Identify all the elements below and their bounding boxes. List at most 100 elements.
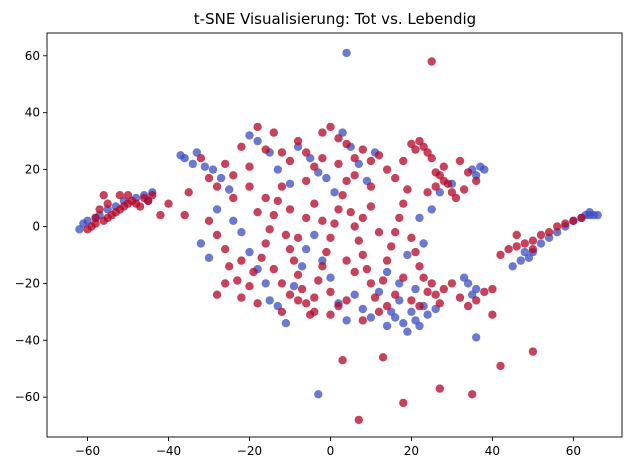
scatter-point: [423, 310, 432, 319]
scatter-point: [221, 159, 230, 169]
y-tick-label: −40: [15, 333, 40, 347]
scatter-point: [553, 222, 562, 231]
scatter-point: [330, 188, 339, 197]
scatter-point: [512, 230, 521, 240]
scatter-point: [411, 247, 420, 257]
scatter-point: [212, 230, 222, 240]
scatter-point: [293, 136, 303, 146]
scatter-point: [544, 228, 554, 237]
scatter-point: [528, 347, 538, 356]
scatter-point: [233, 276, 242, 285]
scatter-point: [297, 262, 307, 271]
scatter-point: [407, 307, 416, 316]
x-tick-label: 0: [327, 444, 335, 458]
scatter-point: [354, 415, 363, 425]
scatter-point: [257, 253, 266, 262]
scatter-point: [293, 233, 303, 242]
scatter-point: [302, 245, 311, 254]
scatter-point: [245, 182, 254, 191]
scatter-point: [399, 156, 408, 166]
scatter-point: [455, 293, 465, 302]
scatter-point: [399, 398, 408, 408]
scatter-point: [326, 273, 335, 282]
scatter-point: [435, 384, 444, 393]
scatter-point: [407, 233, 416, 242]
scatter-point: [342, 139, 351, 149]
scatter-point: [273, 196, 282, 206]
scatter-point: [472, 333, 481, 342]
scatter-point: [342, 256, 351, 265]
scatter-point: [358, 250, 367, 260]
scatter-point: [297, 284, 307, 294]
x-tick-label: −60: [75, 444, 100, 458]
scatter-point: [423, 188, 432, 197]
scatter-point: [382, 267, 392, 277]
scatter-point: [289, 282, 299, 291]
scatter-point: [318, 262, 327, 271]
scatter-point: [382, 321, 392, 331]
scatter-point: [318, 154, 327, 163]
scatter-point: [435, 299, 444, 308]
scatter-point: [472, 176, 481, 186]
scatter-point: [415, 262, 424, 271]
scatter-point: [285, 290, 295, 299]
scatter-point: [245, 162, 254, 171]
scatter-point: [293, 270, 303, 279]
scatter-point: [387, 242, 396, 251]
scatter-point: [415, 321, 424, 331]
scatter-point: [289, 256, 299, 265]
scatter-point: [455, 156, 465, 166]
scatter-point: [326, 287, 335, 297]
scatter-point: [265, 296, 274, 305]
scatter-point: [204, 173, 214, 183]
y-tick-label: 60: [25, 49, 40, 63]
scatter-point: [204, 216, 214, 225]
scatter-point: [403, 185, 412, 194]
x-tick-label: −40: [156, 444, 181, 458]
scatter-point: [459, 185, 469, 194]
scatter-point: [314, 390, 323, 399]
scatter-point: [334, 301, 343, 311]
scatter-point: [399, 319, 408, 328]
scatter-point: [391, 228, 400, 237]
scatter-point: [399, 199, 408, 208]
scatter-point: [520, 239, 529, 248]
scatter-point: [536, 239, 546, 248]
scatter-point: [528, 236, 538, 245]
scatter-point: [261, 239, 270, 248]
scatter-point: [322, 247, 331, 257]
scatter-point: [374, 228, 384, 237]
scatter-point: [366, 182, 376, 191]
scatter-point: [229, 193, 238, 203]
scatter-point: [180, 154, 189, 163]
scatter-point: [91, 213, 100, 223]
scatter-point: [496, 250, 505, 260]
scatter-point: [358, 316, 367, 325]
scatter-point: [208, 165, 218, 174]
scatter-point: [310, 230, 319, 240]
scatter-point: [334, 205, 343, 214]
scatter-point: [302, 176, 311, 186]
scatter-point: [528, 245, 538, 254]
scatter-point: [512, 242, 521, 251]
scatter-point: [423, 287, 432, 297]
scatter-point: [419, 239, 428, 248]
scatter-point: [245, 131, 254, 140]
scatter-point: [378, 276, 388, 285]
scatter-point: [310, 293, 319, 302]
scatter-point: [245, 282, 254, 291]
scatter-point: [472, 284, 481, 294]
scatter-point: [431, 182, 440, 191]
scatter-point: [330, 219, 339, 228]
plot-frame: [46, 32, 623, 438]
y-tick-label: −20: [15, 276, 40, 290]
scatter-point: [472, 296, 481, 305]
scatter-point: [342, 316, 351, 325]
scatter-point: [135, 202, 145, 211]
scatter-point: [277, 307, 287, 316]
scatter-point: [463, 279, 473, 288]
scatter-point: [338, 356, 347, 365]
scatter-point: [415, 301, 424, 311]
scatter-point: [415, 213, 424, 223]
scatter-point: [585, 208, 594, 217]
